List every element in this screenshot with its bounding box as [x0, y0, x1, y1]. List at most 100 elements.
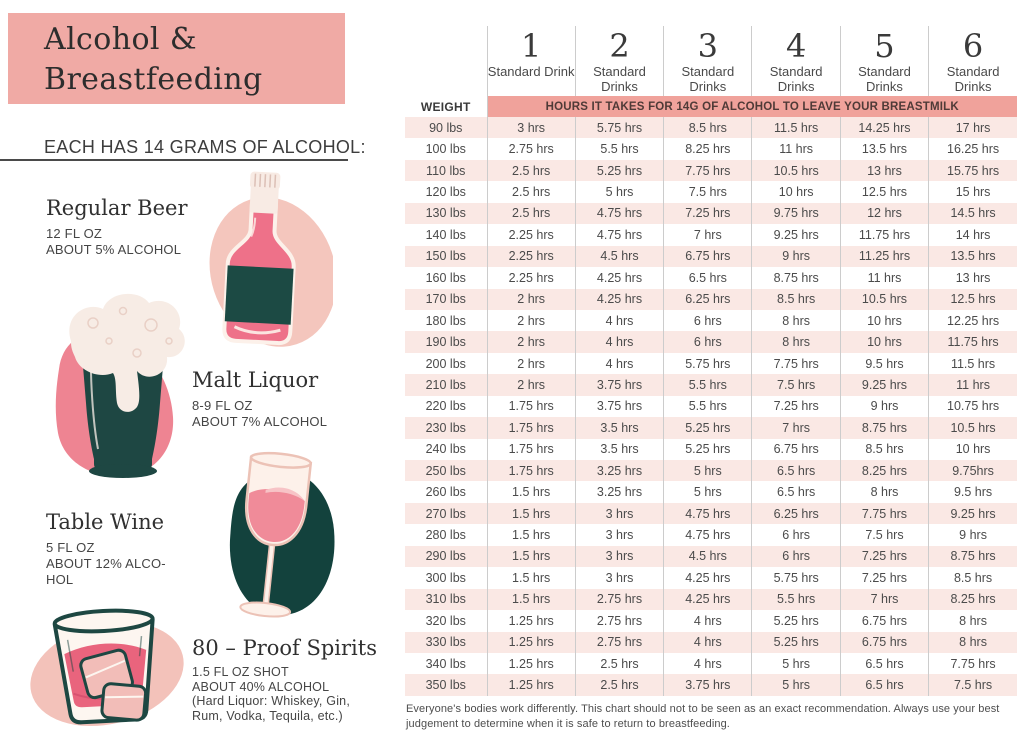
disclaimer-text: Everyone's bodies work differently. This… [406, 703, 1000, 730]
hours-cell: 4 hrs [663, 631, 752, 653]
weight-cell: 350 lbs [405, 674, 487, 696]
table-row: 350 lbs 1.25 hrs 2.5 hrs 3.75 hrs 5 hrs 6.5 h… [405, 674, 1017, 696]
hours-cell: 4.5 hrs [663, 545, 752, 568]
wine-glass-illustration [229, 451, 335, 618]
hours-cell: 4 hrs [574, 309, 664, 332]
hours-cell: 8.25 hrs [663, 138, 752, 160]
hours-cell: 6.25 hrs [751, 502, 841, 525]
weight-cell: 190 lbs [405, 331, 487, 353]
weight-cell: 120 lbs [425, 185, 466, 200]
hours-cell: 9.25 hrs [928, 502, 1017, 525]
hours-cell: 8.75 hrs [751, 267, 841, 289]
hours-cell: 8.5 hrs [663, 117, 752, 139]
hours-cell: 10.5 hrs [751, 159, 841, 182]
drink-section-table-wine: Table Wine 5 FL OZ ABOUT 12% ALCO- HOL [46, 510, 211, 588]
hours-cell: 8 hrs [839, 481, 929, 503]
hours-cell: 14.5 hrs [928, 202, 1017, 225]
table-banner-row: WEIGHT HOURS IT TAKES FOR 14G OF ALCOHOL… [405, 96, 1017, 117]
weight-cell: 210 lbs [405, 374, 487, 396]
hours-cell: 4.75 hrs [663, 524, 752, 546]
hours-cell: 9.75 hrs [751, 202, 841, 225]
hours-cell: 10 hrs [839, 309, 929, 332]
hours-cell: 3 hrs [486, 117, 576, 139]
hours-cell: 4 hrs [574, 352, 664, 375]
weight-cell: 320 lbs [425, 613, 466, 628]
hours-cell: 2.5 hrs [574, 674, 664, 696]
table-row: 140 lbs 2.25 hrs 4.75 hrs 7 hrs 9.25 hrs 11.7… [405, 224, 1017, 246]
hours-cell: 6.75 hrs [839, 631, 929, 653]
hours-cell: 2.25 hrs [486, 267, 576, 289]
hours-cell: 13 hrs [839, 159, 929, 182]
hours-cell: 9.75hrs [928, 460, 1017, 482]
drink-name: Malt Liquor [192, 368, 319, 392]
hours-cell: 11.5 hrs [751, 117, 841, 139]
hours-cell: 2.75 hrs [574, 631, 664, 653]
weight-cell: 160 lbs [425, 270, 466, 285]
weight-table-body: 90 lbs 3 hrs 5.75 hrs 8.5 hrs 11.5 hrs 14.25 … [405, 117, 1017, 696]
hours-cell: 8.5 hrs [751, 288, 841, 310]
hours-cell: 8.25 hrs [839, 460, 929, 482]
hours-cell: 2.75 hrs [486, 138, 576, 160]
weight-cell: 230 lbs [405, 417, 487, 439]
hours-cell: 6 hrs [663, 309, 752, 332]
hours-cell: 8.25 hrs [928, 588, 1017, 611]
table-row: 320 lbs 1.25 hrs 2.75 hrs 4 hrs 5.25 hrs 6.75… [405, 610, 1017, 632]
hours-cell: 7.75 hrs [839, 502, 929, 525]
hours-cell: 6.75 hrs [751, 438, 841, 460]
hours-cell: 3 hrs [574, 567, 664, 589]
table-row: 120 lbs 2.5 hrs 5 hrs 7.5 hrs 10 hrs 12.5 hrs… [405, 181, 1017, 203]
drink-section-regular-beer: Regular Beer 12 FL OZ ABOUT 5% ALCOHOL [46, 196, 206, 258]
hours-cell: 1.75 hrs [486, 417, 576, 439]
table-row: 300 lbs 1.5 hrs 3 hrs 4.25 hrs 5.75 hrs 7.25 … [405, 567, 1017, 589]
hours-cell: 8 hrs [751, 309, 841, 332]
table-row: 330 lbs 1.25 hrs 2.75 hrs 4 hrs 5.25 hrs 6.75… [405, 631, 1017, 653]
hours-cell: 2 hrs [486, 352, 576, 375]
title-banner: Alcohol & Breastfeeding [8, 13, 345, 104]
hours-cell: 3 hrs [574, 502, 664, 525]
hours-cell: 4.5 hrs [574, 245, 664, 268]
hours-cell: 4 hrs [663, 652, 752, 675]
hours-cell: 9 hrs [839, 395, 929, 418]
weight-cell: 260 lbs [425, 485, 466, 500]
hours-cell: 1.5 hrs [486, 567, 576, 589]
weight-column-header: WEIGHT [420, 99, 471, 114]
hours-cell: 5.25 hrs [751, 631, 841, 653]
weight-cell: 130 lbs [405, 202, 487, 225]
hours-cell: 6 hrs [751, 545, 841, 568]
table-row: 160 lbs 2.25 hrs 4.25 hrs 6.5 hrs 8.75 hrs 11… [405, 267, 1017, 289]
hours-cell: 5.5 hrs [663, 395, 752, 418]
hours-cell: 3.75 hrs [663, 674, 752, 696]
drink-details: 12 FL OZ ABOUT 5% ALCOHOL [46, 226, 182, 257]
weight-cell: 200 lbs [425, 356, 466, 371]
table-row: 220 lbs 1.75 hrs 3.75 hrs 5.5 hrs 7.25 hrs 9 … [405, 395, 1017, 418]
hours-cell: 1.5 hrs [486, 524, 576, 546]
whiskey-glass-illustration [30, 608, 184, 727]
hours-cell: 12.5 hrs [839, 181, 929, 203]
hours-cell: 11.75 hrs [839, 224, 929, 246]
hours-cell: 13.5 hrs [928, 245, 1017, 268]
hours-cell: 7.75 hrs [663, 159, 752, 182]
hours-cell: 6.5 hrs [839, 652, 929, 675]
beer-glass-illustration [55, 293, 185, 478]
hours-cell: 1.25 hrs [486, 631, 576, 653]
beer-bottle-illustration [209, 171, 333, 347]
hours-cell: 4 hrs [574, 331, 664, 353]
hours-cell: 1.75 hrs [486, 438, 576, 460]
weight-cell: 110 lbs [405, 159, 487, 182]
hours-cell: 7 hrs [663, 224, 752, 246]
hours-cell: 3 hrs [574, 524, 664, 546]
hours-cell: 7.5 hrs [663, 181, 752, 203]
table-row: 150 lbs 2.25 hrs 4.5 hrs 6.75 hrs 9 hrs 11.25… [405, 245, 1017, 268]
hours-cell: 11 hrs [839, 267, 929, 289]
hours-cell: 6.5 hrs [751, 481, 841, 503]
hours-cell: 8.5 hrs [839, 438, 929, 460]
table-row: 260 lbs 1.5 hrs 3.25 hrs 5 hrs 6.5 hrs 8 hrs 9… [405, 481, 1017, 503]
hours-cell: 3.75 hrs [574, 374, 664, 396]
weight-cell: 150 lbs [405, 245, 487, 268]
hours-cell: 2.75 hrs [574, 610, 664, 632]
hours-cell: 2.5 hrs [486, 159, 576, 182]
weight-cell: 90 lbs [405, 117, 487, 139]
hours-cell: 2.75 hrs [574, 588, 664, 611]
hours-cell: 8.5 hrs [928, 567, 1017, 589]
